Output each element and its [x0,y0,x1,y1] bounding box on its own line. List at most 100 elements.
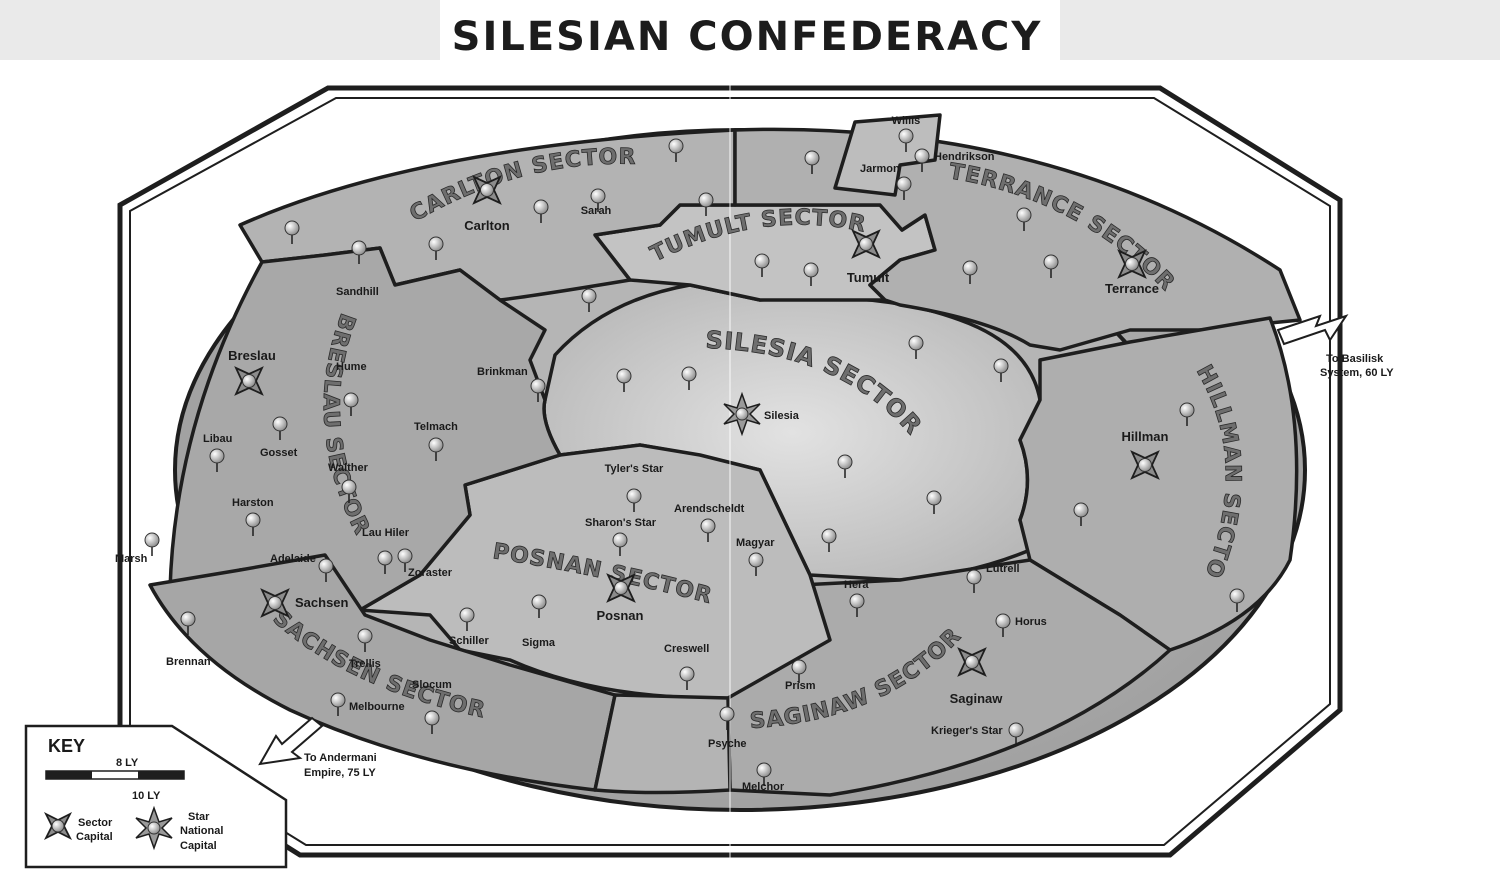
star-system-kriegers-star [1008,722,1024,746]
star-system-north-k [962,260,978,284]
label-sigma: Sigma [522,637,556,649]
label-tylers-star: Tyler's Star [605,463,664,475]
star-system-horus [995,613,1011,637]
label-brennan: Brennan [166,656,211,668]
star-system-telmach [428,437,444,461]
map-title: SILESIAN CONFEDERACY [452,14,1043,60]
star-system-prism [791,659,807,683]
label-basilisk-1: To Basilisk [1326,353,1384,365]
star-system-trellis [357,628,373,652]
key-star-national-1: Star [188,811,210,823]
left-column-text [0,0,440,60]
label-hera: Hera [844,579,869,591]
frame-inner [129,97,1331,846]
star-system-hume [343,392,359,416]
label-lutrell: Lutrell [986,563,1020,575]
star-system-north-i [803,262,819,286]
key-scale-8: 8 LY [116,757,139,769]
star-system-north-c [428,236,444,260]
star-system-arendscheldt [700,518,716,542]
label-jarmon: Jarmon [860,163,900,175]
sector-capital-terrance [1117,249,1147,279]
sector-capital-hillman [1130,450,1160,480]
star-system-melbourne [330,692,346,716]
arrow-to-basilisk [1276,314,1349,346]
capital-label-silesia: Silesia [764,410,800,422]
star-system-east-a [908,335,924,359]
star-system-melchor [756,762,772,786]
star-system-tylers-star [626,488,642,512]
right-column-text [1060,0,1500,60]
star-system-jarmon [896,176,912,200]
star-system-walther [341,479,357,503]
label-magyar: Magyar [736,537,775,549]
sector-capital-sachsen [260,588,290,618]
star-system-zoraster [397,548,413,572]
label-marsh: Marsh [115,553,148,565]
star-system-east-g [821,528,837,552]
star-system-marsh [144,532,160,556]
star-system-psyche [719,706,735,730]
capital-label-breslau: Breslau [228,348,276,363]
label-psyche: Psyche [708,738,747,750]
star-system-sharons-star [612,532,628,556]
label-trellis: Trellis [349,658,381,670]
map-key: KEY 8 LY 10 LY Sector Capital Star Natio… [24,724,288,869]
label-melbourne: Melbourne [349,701,405,713]
star-system-schiller [459,607,475,631]
scale-bar-segment-2 [138,771,184,779]
capital-label-hillman: Hillman [1122,429,1169,444]
star-system-north-g [698,192,714,216]
star-system-libau [209,448,225,472]
key-star-national-2: National [180,825,223,837]
star-system-creswell [679,666,695,690]
label-andermani-1: To Andermani [304,752,377,764]
star-system-hera [849,593,865,617]
key-sector-capital-2: Capital [76,831,113,843]
sector-capital-saginaw [957,647,987,677]
key-sector-capital-1: Sector [78,817,113,829]
star-system-sigma [531,594,547,618]
star-system-slocum [424,710,440,734]
capital-label-terrance: Terrance [1105,281,1159,296]
star-system-brinkman [530,378,546,402]
capital-label-sachsen: Sachsen [295,595,349,610]
label-creswell: Creswell [664,643,709,655]
label-telmach: Telmach [414,421,458,433]
star-system-north-e [581,288,597,312]
star-system-east-e [926,490,942,514]
label-brinkman: Brinkman [477,366,528,378]
route-basilisk: To Basilisk System, 60 LY [1276,314,1394,379]
star-system-willis [898,128,914,152]
star-system-north-a [668,138,684,162]
star-system-sandhill [351,240,367,264]
star-system-north-l [1016,207,1032,231]
key-box [24,724,288,869]
saginaw-sector-region [726,558,1172,797]
capital-label-saginaw: Saginaw [950,691,1004,706]
sector-capital-tumult [851,229,881,259]
label-zoraster: Zoraster [408,567,453,579]
label-prism: Prism [785,680,816,692]
star-system-brennan [180,611,196,635]
star-system-lutrell [966,569,982,593]
capital-label-posnan: Posnan [597,608,644,623]
star-system-core-a [616,368,632,392]
label-sarah: Sarah [581,205,612,217]
star-system-north-d [284,220,300,244]
scale-bar-segment [46,771,92,779]
willis-region [833,113,942,197]
star-system-north-h [754,253,770,277]
capital-labels: Carlton Tumult Terrance Breslau Hillman … [228,218,1168,706]
label-horus: Horus [1015,616,1047,628]
key-title: KEY [48,736,85,756]
capital-label-carlton: Carlton [464,218,510,233]
label-lau-hiler: Lau Hiler [362,527,410,539]
star-system-north-j [804,150,820,174]
label-basilisk-2: System, 60 LY [1320,367,1394,379]
label-kriegers-star: Krieger's Star [931,725,1003,737]
label-hume: Hume [336,361,367,373]
star-system-harston [245,512,261,536]
capital-label-tumult: Tumult [847,270,890,285]
